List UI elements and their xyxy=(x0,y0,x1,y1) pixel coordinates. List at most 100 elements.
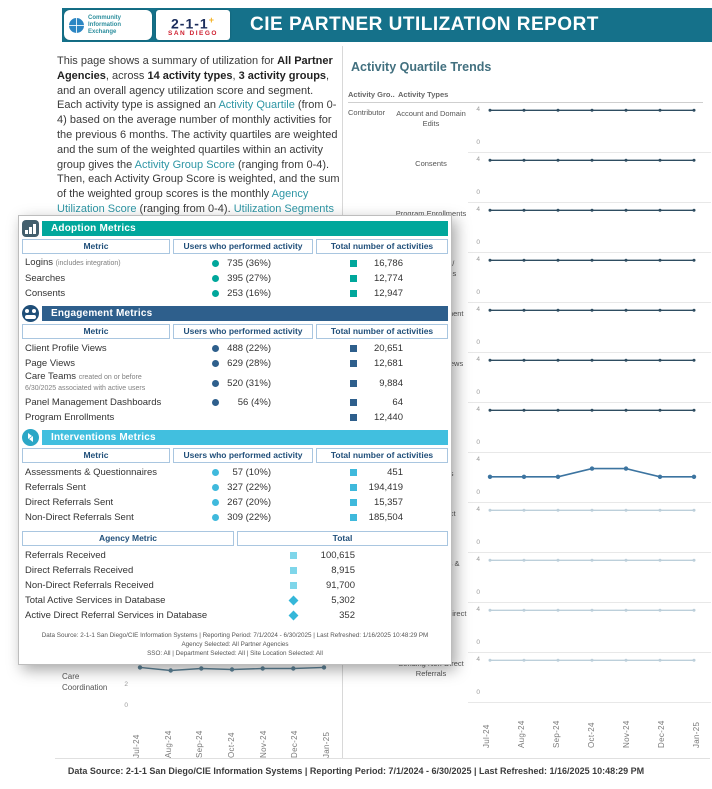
intro-text-segment: , and an overall agency utilization scor… xyxy=(57,69,330,112)
total-cell: 352 xyxy=(234,610,448,621)
table-row: Client Profile Views 488 (22%) 20,651 xyxy=(19,341,451,356)
intro-text-segment: 3 activity groups xyxy=(238,69,327,82)
y-tick: 4 xyxy=(476,506,480,513)
engagement-metrics-header: Engagement Metrics xyxy=(22,305,448,322)
intro-text-segment: (from 0-4) based on the average number o… xyxy=(57,99,338,171)
trend-sparkline[interactable] xyxy=(482,153,702,202)
x-axis-months: Jul-24 Aug-24 Sep-24 Oct-24 Nov-24 Dec-24 Jan-… xyxy=(132,718,332,758)
users-cell: 488 (22%) xyxy=(170,343,310,354)
square-marker xyxy=(350,414,357,421)
square-marker xyxy=(290,582,297,589)
header-bar: Community Information Exchange 2-1-1+ SA… xyxy=(62,8,712,42)
table-row: Direct Referrals Sent 267 (20%) 15,357 xyxy=(19,495,451,510)
metric-name: Non-Direct Referrals Received xyxy=(25,580,154,591)
square-marker xyxy=(350,290,357,297)
glossary-term-link[interactable]: Agency Utilization Score xyxy=(57,188,309,215)
circle-marker xyxy=(212,399,219,406)
popup-footnote: Data Source: 2-1-1 San Diego/CIE Informa… xyxy=(19,631,451,658)
total-cell: 185,504 xyxy=(310,512,448,523)
trend-sparkline[interactable] xyxy=(482,403,702,452)
users-cell: 57 (10%) xyxy=(170,467,310,478)
square-marker xyxy=(350,260,357,267)
y-tick: 2 xyxy=(124,681,128,688)
adoption-metrics-section: Adoption Metrics Metric Users who perfor… xyxy=(19,220,451,301)
y-tick: 0 xyxy=(476,289,480,296)
utilization-metrics-popup: Adoption Metrics Metric Users who perfor… xyxy=(18,215,452,665)
panel-title: Activity Quartile Trends xyxy=(351,60,492,74)
trend-sparkline[interactable] xyxy=(482,253,702,302)
square-marker xyxy=(350,499,357,506)
table-row: Consents 253 (16%) 12,947 xyxy=(19,286,451,301)
cie-logo-line1: Community Information xyxy=(88,14,121,28)
211-logo-text: 2-1-1+ xyxy=(171,14,215,32)
cie-logo-line2: Exchange xyxy=(88,28,117,35)
month-label: Dec-24 xyxy=(657,720,666,748)
total-cell: 451 xyxy=(310,467,448,478)
circle-marker xyxy=(212,290,219,297)
col-header-total: Total number of activities xyxy=(316,239,448,254)
care-coordination-sparkline[interactable] xyxy=(132,655,332,717)
column-headers: Activity Gro.. Activity Types xyxy=(348,90,703,103)
total-cell: 8,915 xyxy=(234,565,448,576)
trend-sparkline[interactable] xyxy=(482,453,702,502)
table-row: Panel Management Dashboards 56 (4%) 64 xyxy=(19,395,451,410)
month-label: Nov-24 xyxy=(622,720,631,748)
circle-marker xyxy=(212,499,219,506)
month-label: Nov-24 xyxy=(258,730,268,758)
column-header-activity-types: Activity Types xyxy=(398,90,449,99)
handshake-icon xyxy=(22,305,39,322)
y-tick: 4 xyxy=(476,456,480,463)
trend-sparkline[interactable] xyxy=(482,203,702,252)
footnote-line: SSO: All | Department Selected: All | Si… xyxy=(147,650,323,657)
trend-sparkline[interactable] xyxy=(482,353,702,402)
y-tick: 0 xyxy=(476,189,480,196)
users-cell: 629 (28%) xyxy=(170,358,310,369)
col-header-metric: Metric xyxy=(22,448,170,463)
table-row: Logins (includes integration) 735 (36%) … xyxy=(19,256,451,271)
adoption-metrics-header: Adoption Metrics xyxy=(22,220,448,237)
col-header-metric: Metric xyxy=(22,324,170,339)
metric-name: Logins (includes integration) xyxy=(25,257,121,268)
users-cell: 395 (27%) xyxy=(170,273,310,284)
table-row: Total Active Services in Database 5,302 xyxy=(19,593,451,608)
interventions-metrics-section: Interventions Metrics Metric Users who p… xyxy=(19,429,451,525)
col-header-users: Users who performed activity xyxy=(173,239,313,254)
glossary-term-link[interactable]: Utilization Segments xyxy=(233,202,334,215)
trend-sparkline[interactable] xyxy=(482,503,702,552)
trend-sparkline[interactable] xyxy=(482,553,702,602)
row-label-care-coordination: Care Coordination xyxy=(62,672,108,692)
trend-sparkline[interactable] xyxy=(482,103,702,152)
glossary-term-link[interactable]: Activity Group Score xyxy=(134,158,235,171)
metric-name: Client Profile Views xyxy=(25,342,107,354)
table-row: Active Direct Referral Services in Datab… xyxy=(19,608,451,623)
metric-name: Active Direct Referral Services in Datab… xyxy=(25,610,208,621)
trend-sparkline[interactable] xyxy=(482,603,702,652)
metric-note: (includes integration) xyxy=(55,260,121,267)
total-cell: 91,700 xyxy=(234,580,448,591)
activity-group-label xyxy=(343,153,394,203)
total-cell: 64 xyxy=(310,397,448,408)
y-tick: 4 xyxy=(476,556,480,563)
col-header-users: Users who performed activity xyxy=(173,448,313,463)
y-tick: 0 xyxy=(476,639,480,646)
trend-sparkline[interactable] xyxy=(482,653,702,702)
glossary-term-link[interactable]: Activity Quartile xyxy=(218,99,295,112)
y-tick: 0 xyxy=(476,239,480,246)
y-tick: 4 xyxy=(476,656,480,663)
circle-marker xyxy=(212,345,219,352)
users-cell: 267 (20%) xyxy=(170,497,310,508)
table-row: Non-Direct Referrals Received 91,700 xyxy=(19,578,451,593)
trend-sparkline[interactable] xyxy=(482,303,702,352)
table-header-row: Agency Metric Total xyxy=(22,531,448,546)
total-cell: 5,302 xyxy=(234,595,448,606)
plus-icon: + xyxy=(208,14,215,25)
page-title: CIE PARTNER UTILIZATION REPORT xyxy=(250,14,599,35)
metric-name: Total Active Services in Database xyxy=(25,595,166,606)
circle-marker xyxy=(212,484,219,491)
section-title-interventions: Interventions Metrics xyxy=(42,430,448,445)
